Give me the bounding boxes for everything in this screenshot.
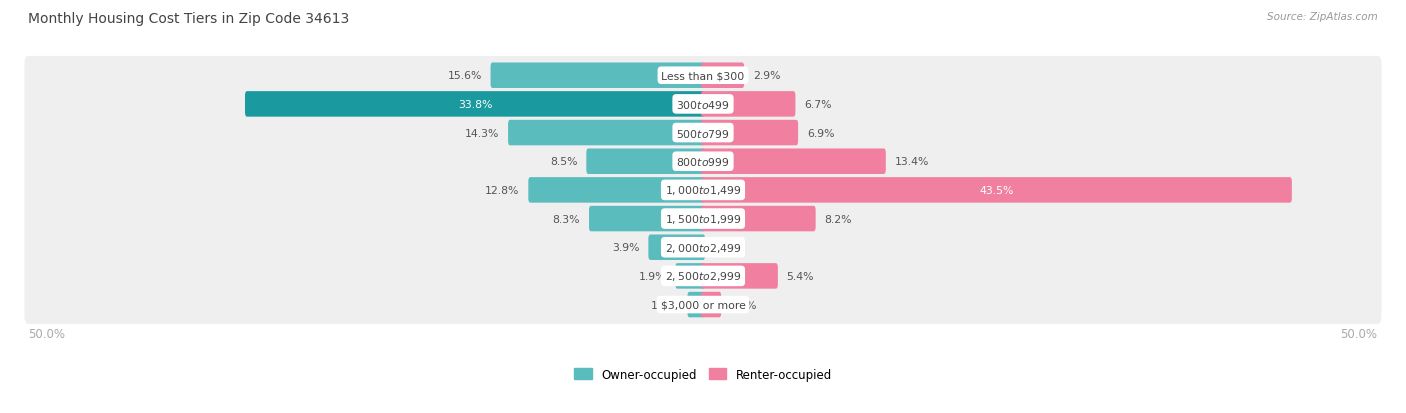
FancyBboxPatch shape <box>529 178 704 203</box>
Text: $500 to $799: $500 to $799 <box>676 127 730 139</box>
Text: $800 to $999: $800 to $999 <box>676 156 730 168</box>
Text: 15.6%: 15.6% <box>447 71 482 81</box>
FancyBboxPatch shape <box>24 57 1382 95</box>
Text: 50.0%: 50.0% <box>28 328 66 341</box>
Text: 50.0%: 50.0% <box>1340 328 1378 341</box>
Text: $300 to $499: $300 to $499 <box>676 99 730 111</box>
FancyBboxPatch shape <box>24 114 1382 152</box>
Text: 6.9%: 6.9% <box>807 128 834 138</box>
Text: 5.4%: 5.4% <box>786 271 814 281</box>
Text: 6.7%: 6.7% <box>804 100 832 109</box>
FancyBboxPatch shape <box>24 285 1382 324</box>
Text: $1,500 to $1,999: $1,500 to $1,999 <box>665 213 741 225</box>
Text: 8.3%: 8.3% <box>553 214 581 224</box>
Text: $2,500 to $2,999: $2,500 to $2,999 <box>665 270 741 283</box>
Text: 1.0%: 1.0% <box>651 300 679 310</box>
Text: Less than $300: Less than $300 <box>661 71 745 81</box>
FancyBboxPatch shape <box>508 121 704 146</box>
Text: 8.5%: 8.5% <box>550 157 578 167</box>
FancyBboxPatch shape <box>586 149 704 175</box>
FancyBboxPatch shape <box>702 63 744 89</box>
FancyBboxPatch shape <box>675 263 704 289</box>
FancyBboxPatch shape <box>24 257 1382 296</box>
FancyBboxPatch shape <box>702 206 815 232</box>
Text: 14.3%: 14.3% <box>465 128 499 138</box>
FancyBboxPatch shape <box>702 263 778 289</box>
FancyBboxPatch shape <box>24 85 1382 124</box>
Text: 0.0%: 0.0% <box>714 243 741 253</box>
Text: 1.2%: 1.2% <box>730 300 758 310</box>
Text: Monthly Housing Cost Tiers in Zip Code 34613: Monthly Housing Cost Tiers in Zip Code 3… <box>28 12 349 26</box>
Legend: Owner-occupied, Renter-occupied: Owner-occupied, Renter-occupied <box>569 363 837 386</box>
FancyBboxPatch shape <box>491 63 704 89</box>
Text: 8.2%: 8.2% <box>824 214 852 224</box>
FancyBboxPatch shape <box>702 121 799 146</box>
FancyBboxPatch shape <box>589 206 704 232</box>
FancyBboxPatch shape <box>648 235 704 260</box>
FancyBboxPatch shape <box>702 92 796 117</box>
Text: 13.4%: 13.4% <box>894 157 929 167</box>
FancyBboxPatch shape <box>245 92 704 117</box>
Text: $2,000 to $2,499: $2,000 to $2,499 <box>665 241 741 254</box>
Text: $3,000 or more: $3,000 or more <box>661 300 745 310</box>
Text: $1,000 to $1,499: $1,000 to $1,499 <box>665 184 741 197</box>
FancyBboxPatch shape <box>24 171 1382 210</box>
FancyBboxPatch shape <box>688 292 704 318</box>
Text: Source: ZipAtlas.com: Source: ZipAtlas.com <box>1267 12 1378 22</box>
FancyBboxPatch shape <box>702 292 721 318</box>
Text: 33.8%: 33.8% <box>458 100 492 109</box>
FancyBboxPatch shape <box>24 200 1382 238</box>
FancyBboxPatch shape <box>702 149 886 175</box>
FancyBboxPatch shape <box>24 228 1382 267</box>
Text: 12.8%: 12.8% <box>485 185 520 195</box>
Text: 3.9%: 3.9% <box>612 243 640 253</box>
Text: 2.9%: 2.9% <box>754 71 780 81</box>
FancyBboxPatch shape <box>702 178 1292 203</box>
Text: 43.5%: 43.5% <box>979 185 1014 195</box>
FancyBboxPatch shape <box>24 142 1382 181</box>
Text: 1.9%: 1.9% <box>640 271 666 281</box>
